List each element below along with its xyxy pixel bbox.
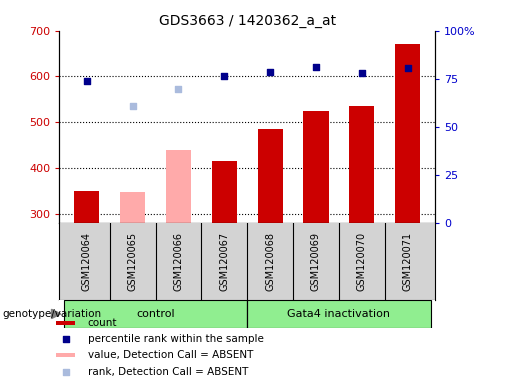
Point — [404, 65, 412, 71]
Text: count: count — [88, 318, 117, 328]
Bar — [395, 45, 420, 223]
Point — [312, 64, 320, 70]
Title: GDS3663 / 1420362_a_at: GDS3663 / 1420362_a_at — [159, 14, 336, 28]
Bar — [56, 321, 75, 325]
Point — [82, 78, 91, 84]
Bar — [166, 150, 191, 223]
Point — [61, 336, 70, 342]
Polygon shape — [52, 310, 61, 319]
Text: genotype/variation: genotype/variation — [3, 309, 101, 319]
Text: GSM120070: GSM120070 — [357, 232, 367, 291]
Text: rank, Detection Call = ABSENT: rank, Detection Call = ABSENT — [88, 367, 248, 377]
Bar — [120, 192, 145, 223]
Text: GSM120065: GSM120065 — [128, 232, 138, 291]
Bar — [64, 300, 247, 328]
Text: GSM120067: GSM120067 — [219, 232, 229, 291]
Text: Gata4 inactivation: Gata4 inactivation — [287, 309, 390, 319]
Bar — [212, 161, 237, 223]
Bar — [74, 191, 99, 223]
Point — [61, 369, 70, 375]
Text: GSM120068: GSM120068 — [265, 232, 275, 291]
Point — [266, 69, 274, 75]
Text: value, Detection Call = ABSENT: value, Detection Call = ABSENT — [88, 351, 253, 361]
Point — [358, 70, 366, 76]
Text: GSM120071: GSM120071 — [403, 232, 413, 291]
Text: control: control — [136, 309, 175, 319]
Text: GSM120066: GSM120066 — [174, 232, 183, 291]
Text: percentile rank within the sample: percentile rank within the sample — [88, 334, 264, 344]
Bar — [303, 111, 329, 223]
Bar — [56, 353, 75, 358]
Point — [220, 73, 228, 79]
Text: GSM120069: GSM120069 — [311, 232, 321, 291]
Text: GSM120064: GSM120064 — [82, 232, 92, 291]
Bar — [247, 300, 431, 328]
Point — [128, 103, 136, 109]
Bar — [349, 106, 374, 223]
Bar — [258, 129, 283, 223]
Point — [174, 86, 182, 92]
